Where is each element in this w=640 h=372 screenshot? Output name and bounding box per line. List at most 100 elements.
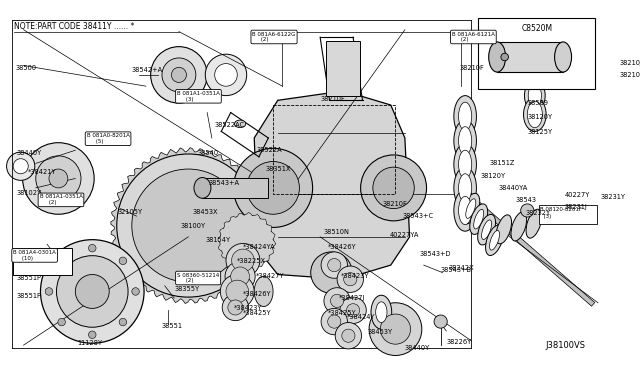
- Text: 38543+C: 38543+C: [403, 213, 434, 219]
- Circle shape: [226, 243, 260, 278]
- Text: *38426Y: *38426Y: [243, 291, 271, 298]
- Circle shape: [228, 300, 243, 315]
- Text: *38423Y: *38423Y: [234, 305, 262, 311]
- Circle shape: [321, 252, 348, 278]
- Text: 38543+D: 38543+D: [420, 251, 451, 257]
- Text: *38421Y: *38421Y: [28, 169, 57, 175]
- Text: 38543: 38543: [516, 197, 537, 203]
- Ellipse shape: [527, 64, 542, 90]
- Text: 38125Y: 38125Y: [527, 129, 552, 135]
- Text: B 081A6-6121A
     (2): B 081A6-6121A (2): [452, 32, 495, 42]
- Ellipse shape: [454, 190, 476, 231]
- Circle shape: [498, 45, 509, 56]
- Circle shape: [311, 252, 352, 294]
- Circle shape: [88, 244, 96, 252]
- Circle shape: [172, 67, 186, 83]
- Circle shape: [226, 280, 248, 303]
- Text: 38440Y: 38440Y: [17, 150, 42, 156]
- Text: 11128Y: 11128Y: [77, 340, 102, 346]
- Text: 11128Y: 11128Y: [17, 254, 42, 260]
- Text: 38100Y: 38100Y: [180, 223, 206, 229]
- Circle shape: [6, 152, 35, 180]
- Circle shape: [119, 318, 127, 326]
- Text: 38151Z: 38151Z: [490, 160, 515, 166]
- Ellipse shape: [496, 215, 511, 244]
- Ellipse shape: [528, 83, 541, 108]
- Circle shape: [342, 329, 355, 342]
- Circle shape: [225, 261, 255, 291]
- Circle shape: [324, 288, 350, 314]
- Circle shape: [49, 169, 68, 188]
- Text: B 081A1-0351A
     (2): B 081A1-0351A (2): [40, 195, 83, 205]
- Ellipse shape: [254, 276, 273, 307]
- Text: *38423Y: *38423Y: [341, 273, 369, 279]
- Ellipse shape: [376, 302, 387, 323]
- Circle shape: [45, 288, 52, 295]
- Text: 38351X: 38351X: [266, 166, 291, 172]
- Bar: [326, 41, 360, 96]
- Circle shape: [119, 257, 127, 264]
- Circle shape: [521, 204, 534, 217]
- Circle shape: [373, 167, 414, 209]
- Text: 40227YA: 40227YA: [390, 232, 419, 238]
- Circle shape: [40, 240, 144, 343]
- Text: *38425Y: *38425Y: [328, 310, 356, 316]
- Text: 38120Y: 38120Y: [527, 115, 552, 121]
- Circle shape: [132, 169, 245, 282]
- Circle shape: [205, 54, 246, 96]
- Text: 38231J: 38231J: [565, 204, 588, 210]
- Text: 38543+B: 38543+B: [441, 267, 472, 273]
- Circle shape: [13, 159, 28, 174]
- Text: 38510N: 38510N: [324, 229, 350, 235]
- Circle shape: [88, 331, 96, 339]
- Ellipse shape: [458, 174, 472, 202]
- Text: B 081A4-0301A
     (10): B 081A4-0301A (10): [13, 250, 56, 261]
- Circle shape: [330, 294, 344, 308]
- Bar: [497, 42, 563, 72]
- Ellipse shape: [523, 40, 547, 76]
- Circle shape: [214, 64, 237, 86]
- Circle shape: [328, 315, 341, 328]
- Text: 38522AC: 38522AC: [214, 122, 245, 128]
- Circle shape: [328, 259, 341, 272]
- Circle shape: [22, 143, 94, 214]
- Text: (3): (3): [540, 214, 552, 219]
- Text: 38540: 38540: [198, 150, 219, 156]
- Circle shape: [380, 314, 410, 344]
- Text: 38154Y: 38154Y: [205, 237, 230, 243]
- Circle shape: [162, 58, 196, 92]
- Polygon shape: [218, 212, 276, 270]
- Text: 38120Y: 38120Y: [480, 173, 506, 179]
- Ellipse shape: [470, 204, 488, 234]
- Text: 38210F: 38210F: [382, 201, 407, 207]
- Text: 38210Y: 38210Y: [620, 72, 640, 78]
- Circle shape: [346, 304, 360, 317]
- Ellipse shape: [490, 230, 500, 250]
- Text: 38231Y: 38231Y: [601, 195, 626, 201]
- Text: 38440Y: 38440Y: [405, 345, 430, 351]
- Circle shape: [369, 303, 422, 356]
- Ellipse shape: [526, 44, 543, 72]
- Text: 38226Y: 38226Y: [446, 339, 472, 344]
- Circle shape: [220, 215, 273, 268]
- Text: 38522A: 38522A: [256, 147, 282, 153]
- Text: B 081A0-8201A
     (5): B 081A0-8201A (5): [86, 133, 129, 144]
- Circle shape: [150, 46, 207, 103]
- Text: (10): (10): [15, 257, 30, 263]
- Text: B 081A6-6122G
     (2): B 081A6-6122G (2): [252, 32, 296, 42]
- Text: *38424Y: *38424Y: [346, 314, 375, 320]
- Text: C8520M: C8520M: [521, 24, 552, 33]
- Ellipse shape: [482, 220, 492, 240]
- Text: 38551P: 38551P: [17, 275, 42, 280]
- Circle shape: [132, 288, 140, 295]
- Text: 38242X: 38242X: [448, 265, 474, 271]
- Ellipse shape: [458, 102, 472, 131]
- Text: *38427Y: *38427Y: [256, 273, 285, 279]
- Text: 38453Y: 38453Y: [367, 329, 392, 335]
- Ellipse shape: [526, 209, 541, 238]
- Bar: [13, 248, 72, 275]
- Text: S 08360-51214
     (2): S 08360-51214 (2): [177, 273, 220, 283]
- Text: 38210F: 38210F: [460, 65, 484, 71]
- Circle shape: [56, 256, 128, 327]
- Text: 38551: 38551: [162, 324, 183, 330]
